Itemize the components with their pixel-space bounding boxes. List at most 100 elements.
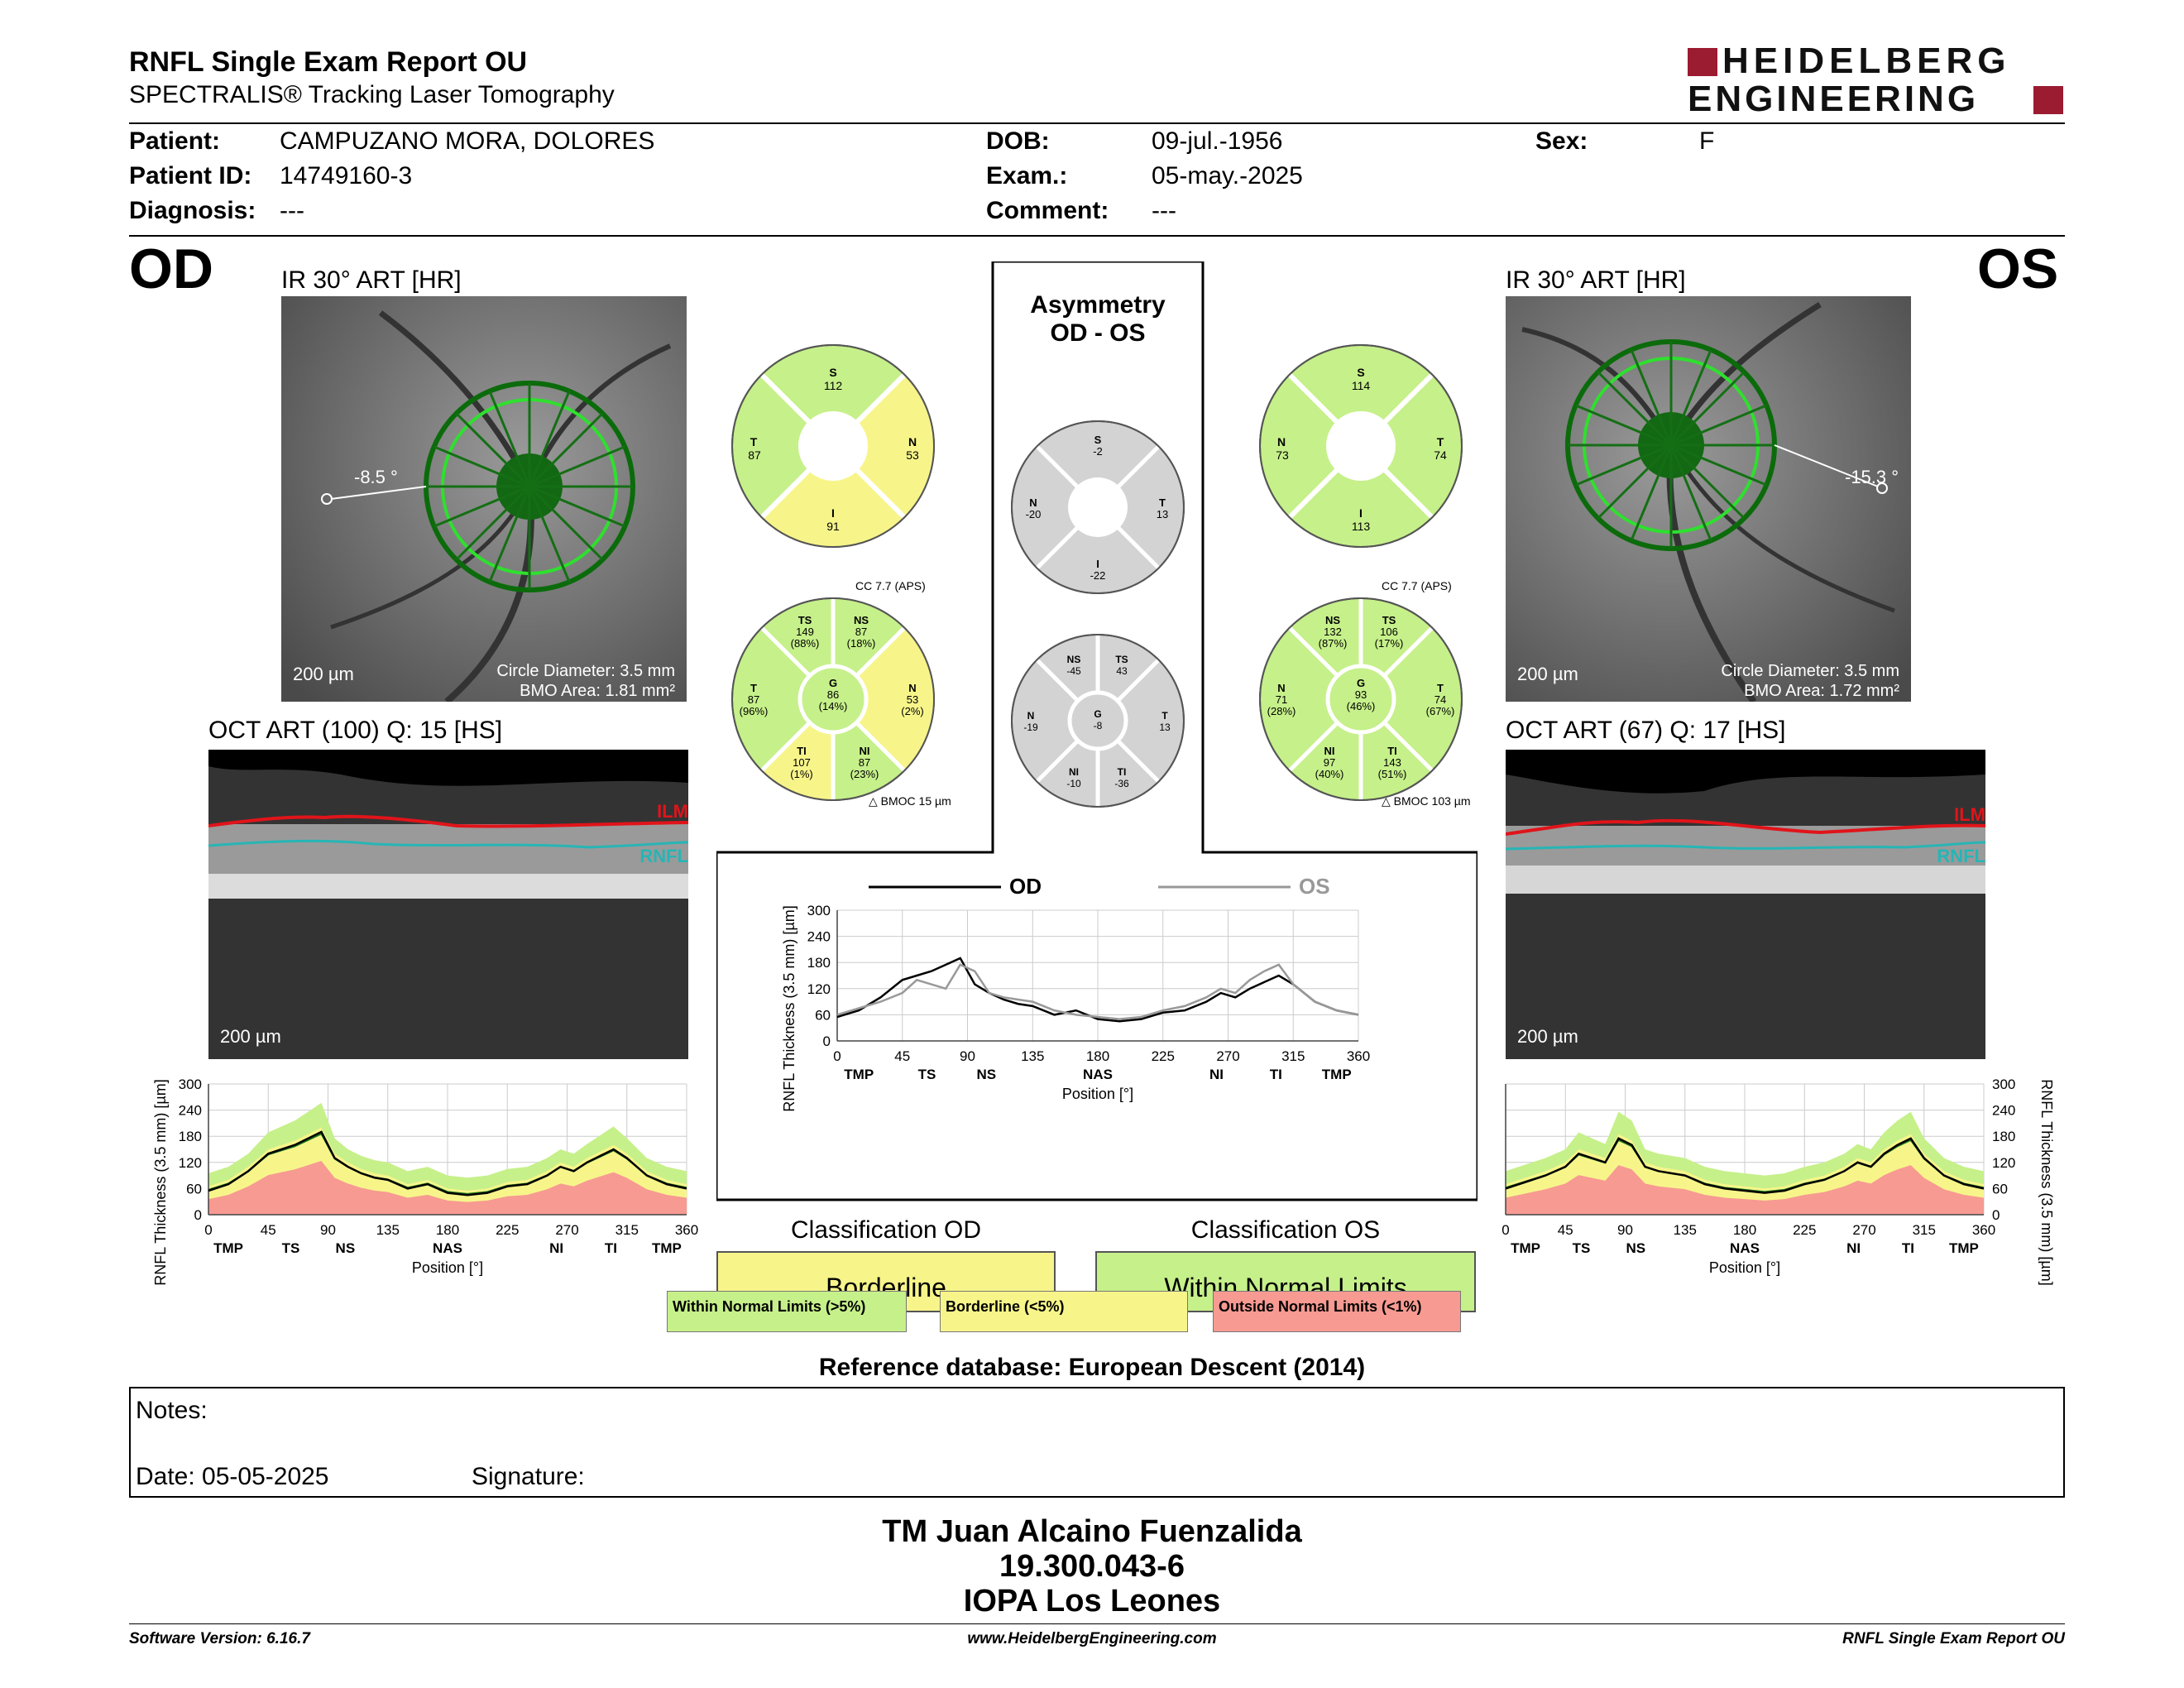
exam-value: 05-may.-2025 [1152,162,1303,189]
od-scale: 200 µm [293,664,354,684]
os-sect-ts: 106 [1380,626,1398,638]
x-tick-label: 360 [1972,1222,1995,1238]
os-rnfl-label: RNFL [1937,846,1985,866]
asym-sect-ts: 43 [1116,665,1128,677]
x-tick-label: 225 [1793,1222,1816,1238]
od-bmoc-label: △ BMOC 15 µm [869,794,951,808]
os-sect-t: 74 [1434,693,1447,706]
legend-od-label: OD [1009,874,1042,899]
y-tick-label: 120 [1992,1155,2015,1171]
info-divider [129,235,2065,237]
x-tick-label: 0 [204,1222,212,1238]
x-tick-label: 360 [1347,1048,1370,1064]
notes-box: Notes: Date: 05-05-2025 Signature: [129,1387,2065,1498]
logo-block-top [1688,48,1717,76]
y-tick-label: 300 [179,1077,202,1092]
y-tick-label: 60 [186,1181,202,1196]
report-subtitle: SPECTRALIS® Tracking Laser Tomography [129,81,615,108]
od-sector-graphic [731,597,935,801]
comment-value: --- [1152,197,1176,224]
asym-quad-s: -2 [1093,445,1103,458]
y-tick-label: 60 [1992,1181,2008,1196]
footer-report-name: RNFL Single Exam Report OU [1842,1630,2065,1647]
y-tick-label: 0 [194,1207,202,1223]
comment-label: Comment: [986,197,1109,224]
os-sector-pie: NS 132 (87%) TS 106 (17%) N 71 (28%) G 9… [1257,596,1464,803]
os-quad-n: 73 [1276,448,1289,462]
os-sect-ni-pct: (40%) [1315,768,1344,780]
od-cc-label: CC 7.7 (APS) [855,579,926,592]
x-axis-title: Position [°] [1709,1259,1780,1276]
od-sect-ns-pct: (18%) [846,637,876,650]
sector-label: TMP [1322,1067,1352,1082]
y-tick-label: 120 [807,981,831,997]
os-ir-title: IR 30° ART [HR] [1506,266,1686,294]
od-sect-ts-pct: (88%) [790,637,820,650]
os-classification-title: Classification OS [1190,1216,1381,1244]
os-sect-g-pct: (46%) [1346,700,1376,712]
sector-label: NS [336,1240,356,1256]
series-line-thickness [208,1130,687,1196]
heidelberg-logo: HEIDELBERG ENGINEERING [1688,41,2068,117]
signer-id: 19.300.043-6 [999,1549,1185,1584]
asym-quadrant-graphic [1011,420,1185,594]
os-scale: 200 µm [1517,664,1578,684]
y-tick-label: 300 [807,903,831,918]
y-tick-label: 240 [179,1103,202,1119]
asym-sect-g: -8 [1093,720,1103,731]
os-sect-n: 71 [1275,693,1288,706]
od-sect-ns: 87 [855,626,868,638]
od-fundus-image: -8.5 ° 200 µm Circle Diameter: 3.5 mm BM… [281,296,687,702]
os-ilm-label: ILM [1954,804,1985,825]
x-tick-label: 90 [1617,1222,1633,1238]
y-axis-title: RNFL Thickness (3.5 mm) [µm] [2038,1079,2055,1285]
diagnosis-label: Diagnosis: [129,197,256,224]
sector-label: TS [918,1067,936,1082]
sector-label: TI [1270,1067,1282,1082]
od-sect-ti: 107 [793,756,811,769]
asym-quad-i: -22 [1090,569,1106,582]
x-tick-label: 270 [1852,1222,1875,1238]
os-sect-ni: 97 [1323,756,1336,769]
x-tick-label: 315 [1281,1048,1305,1064]
sector-label: TI [1902,1240,1914,1256]
y-tick-label: 60 [815,1007,831,1023]
os-fundus-image: -15.3 ° 200 µm Circle Diameter: 3.5 mm B… [1506,296,1911,702]
delta-icon: △ [1382,794,1391,808]
od-ir-title: IR 30° ART [HR] [281,266,462,294]
os-bscan-graphic [1506,750,1985,1059]
os-sect-ti: 143 [1383,756,1401,769]
os-sect-t-pct: (67%) [1425,705,1455,717]
asym-sector-pie: NS -45 TS 43 N -19 G -8 T 13 NI -10 TI -… [1009,632,1186,809]
os-quadrant-graphic [1259,344,1463,548]
logo-text-top: HEIDELBERG [1722,41,2011,81]
asym-sector-graphic [1011,634,1185,808]
sector-label: TMP [1511,1240,1540,1256]
diagnosis-value: --- [280,197,304,224]
x-tick-label: 225 [1152,1048,1175,1064]
asym-sect-ni: -10 [1066,778,1081,789]
x-tick-label: 0 [1502,1222,1509,1238]
x-tick-label: 90 [960,1048,975,1064]
asym-quad-t: 13 [1156,508,1169,520]
website-link[interactable]: www.HeidelbergEngineering.com [967,1630,1217,1647]
os-oct-title: OCT ART (67) Q: 17 [HS] [1506,717,1786,744]
y-tick-label: 120 [179,1155,202,1171]
od-sect-n: 53 [906,693,919,706]
od-oct-title: OCT ART (100) Q: 15 [HS] [208,717,503,744]
x-tick-label: 270 [555,1222,578,1238]
od-sect-g: 86 [826,688,840,701]
od-oct-bscan: ILM RNFL 200 µm [208,750,688,1059]
od-sect-ti-pct: (1%) [790,768,813,780]
x-tick-label: 225 [496,1222,519,1238]
os-sect-ns: 132 [1324,626,1342,638]
od-bmoc-value: BMOC 15 µm [880,794,951,808]
patient-label: Patient: [129,127,221,155]
asym-sect-ns: -45 [1066,665,1081,677]
x-tick-label: 315 [615,1222,639,1238]
x-axis-title: Position [°] [1062,1086,1133,1102]
od-quadrant-graphic [731,344,935,548]
os-sect-ti-pct: (51%) [1377,768,1407,780]
x-tick-label: 135 [1021,1048,1044,1064]
od-sect-t-pct: (96%) [739,705,769,717]
